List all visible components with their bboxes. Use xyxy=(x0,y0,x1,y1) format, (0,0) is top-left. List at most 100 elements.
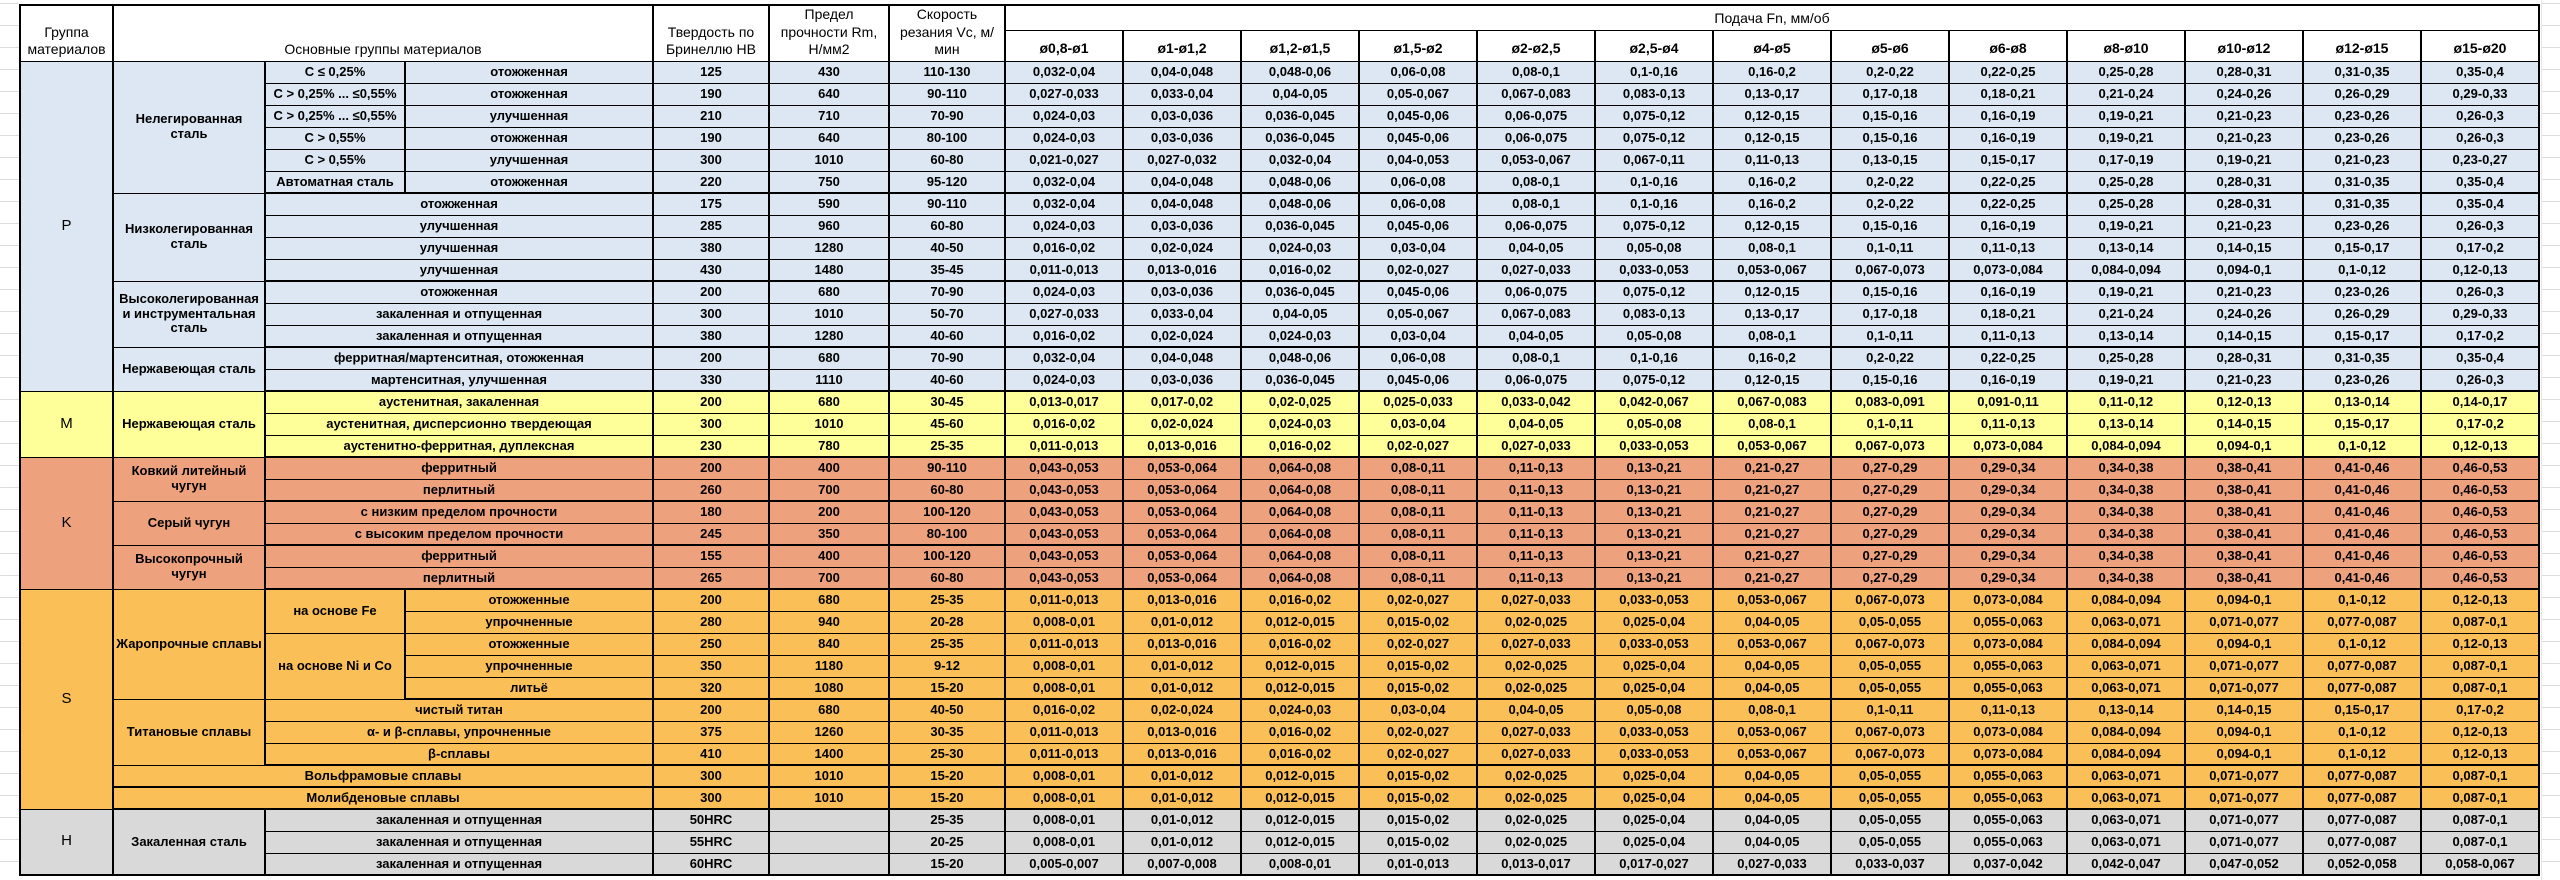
cell-feed-value[interactable]: 0,13-0,21 xyxy=(1594,544,1714,568)
cell-material-family[interactable]: Вольфрамовые сплавы xyxy=(112,764,654,788)
cell-feed-value[interactable]: 0,071-0,077 xyxy=(2184,654,2304,678)
cell-feed-value[interactable]: 0,02-0,027 xyxy=(1358,720,1478,744)
cell-cutting-speed[interactable]: 40-60 xyxy=(888,368,1006,392)
cell-feed-value[interactable]: 0,013-0,016 xyxy=(1122,258,1242,282)
cell-hardness-hb[interactable]: 250 xyxy=(652,632,770,656)
col-header-diameter[interactable]: ø15-ø20 xyxy=(2420,29,2540,62)
cell-feed-value[interactable]: 0,1-0,16 xyxy=(1594,192,1714,216)
cell-feed-value[interactable]: 0,19-0,21 xyxy=(2066,104,2186,128)
cell-feed-value[interactable]: 0,08-0,11 xyxy=(1358,478,1478,502)
cell-feed-value[interactable]: 0,024-0,03 xyxy=(1240,324,1360,348)
cell-hardness-hb[interactable]: 60HRC xyxy=(652,852,770,876)
cell-feed-value[interactable]: 0,01-0,013 xyxy=(1358,852,1478,876)
cell-feed-value[interactable]: 0,04-0,053 xyxy=(1358,148,1478,172)
cell-strength-rm[interactable]: 400 xyxy=(768,456,890,480)
cell-feed-value[interactable]: 0,13-0,21 xyxy=(1594,522,1714,546)
cell-feed-value[interactable]: 0,008-0,01 xyxy=(1004,654,1124,678)
cell-material-subtype[interactable]: ферритный xyxy=(264,456,654,480)
cell-feed-value[interactable]: 0,027-0,033 xyxy=(1004,302,1124,326)
cell-cutting-speed[interactable]: 70-90 xyxy=(888,280,1006,304)
cell-strength-rm[interactable]: 350 xyxy=(768,522,890,546)
cell-feed-value[interactable]: 0,04-0,05 xyxy=(1712,764,1832,788)
cell-feed-value[interactable]: 0,06-0,08 xyxy=(1358,60,1478,84)
col-header-diameter[interactable]: ø1,2-ø1,5 xyxy=(1240,29,1360,62)
cell-feed-value[interactable]: 0,012-0,015 xyxy=(1240,830,1360,854)
cell-feed-value[interactable]: 0,067-0,073 xyxy=(1830,258,1950,282)
cell-material-subtype[interactable]: улучшенная xyxy=(264,258,654,282)
cell-feed-value[interactable]: 0,26-0,29 xyxy=(2302,302,2422,326)
cell-feed-value[interactable]: 0,04-0,048 xyxy=(1122,346,1242,370)
cell-material-subtype[interactable]: перлитный xyxy=(264,566,654,590)
cell-feed-value[interactable]: 0,12-0,13 xyxy=(2420,720,2540,744)
cell-material-subtype[interactable]: ферритный xyxy=(264,544,654,568)
cell-material-state[interactable]: отожженная xyxy=(404,60,654,84)
cell-feed-value[interactable]: 0,008-0,01 xyxy=(1004,764,1124,788)
cell-feed-value[interactable]: 0,036-0,045 xyxy=(1240,126,1360,150)
cell-feed-value[interactable]: 0,41-0,46 xyxy=(2302,544,2422,568)
cell-material-subtype[interactable]: отожженная xyxy=(264,280,654,304)
cell-feed-value[interactable]: 0,12-0,13 xyxy=(2420,588,2540,612)
cell-feed-value[interactable]: 0,013-0,016 xyxy=(1122,720,1242,744)
cell-feed-value[interactable]: 0,02-0,024 xyxy=(1122,412,1242,436)
cell-feed-value[interactable]: 0,067-0,073 xyxy=(1830,632,1950,656)
cell-feed-value[interactable]: 0,1-0,12 xyxy=(2302,258,2422,282)
cell-feed-value[interactable]: 0,067-0,073 xyxy=(1830,588,1950,612)
cell-feed-value[interactable]: 0,14-0,17 xyxy=(2420,390,2540,414)
cell-feed-value[interactable]: 0,007-0,008 xyxy=(1122,852,1242,876)
cell-cutting-speed[interactable]: 60-80 xyxy=(888,148,1006,172)
cell-feed-value[interactable]: 0,042-0,067 xyxy=(1594,390,1714,414)
cell-feed-value[interactable]: 0,21-0,27 xyxy=(1712,456,1832,480)
cell-feed-value[interactable]: 0,053-0,067 xyxy=(1712,720,1832,744)
cell-feed-value[interactable]: 0,05-0,067 xyxy=(1358,82,1478,106)
cell-cutting-speed[interactable]: 15-20 xyxy=(888,764,1006,788)
cell-feed-value[interactable]: 0,012-0,015 xyxy=(1240,786,1360,810)
cell-feed-value[interactable]: 0,13-0,21 xyxy=(1594,478,1714,502)
cell-feed-value[interactable]: 0,41-0,46 xyxy=(2302,456,2422,480)
cell-feed-value[interactable]: 0,16-0,19 xyxy=(1948,126,2068,150)
cell-feed-value[interactable]: 0,015-0,02 xyxy=(1358,654,1478,678)
cell-feed-value[interactable]: 0,13-0,14 xyxy=(2066,698,2186,722)
cell-feed-value[interactable]: 0,14-0,15 xyxy=(2184,236,2304,260)
cell-feed-value[interactable]: 0,033-0,053 xyxy=(1594,588,1714,612)
cell-feed-value[interactable]: 0,08-0,11 xyxy=(1358,456,1478,480)
cell-strength-rm[interactable]: 640 xyxy=(768,126,890,150)
cell-feed-value[interactable]: 0,35-0,4 xyxy=(2420,192,2540,216)
cell-feed-value[interactable]: 0,071-0,077 xyxy=(2184,786,2304,810)
cell-feed-value[interactable]: 0,16-0,19 xyxy=(1948,104,2068,128)
cell-feed-value[interactable]: 0,008-0,01 xyxy=(1004,786,1124,810)
cell-cutting-speed[interactable]: 30-45 xyxy=(888,390,1006,414)
cell-material-subtype[interactable]: закаленная и отпущенная xyxy=(264,852,654,876)
col-header-hardness[interactable]: Твердость по Бринеллю HB xyxy=(652,4,770,62)
cell-feed-value[interactable]: 0,17-0,2 xyxy=(2420,412,2540,436)
cell-feed-value[interactable]: 0,043-0,053 xyxy=(1004,522,1124,546)
cell-feed-value[interactable]: 0,01-0,012 xyxy=(1122,654,1242,678)
cell-hardness-hb[interactable]: 190 xyxy=(652,126,770,150)
cell-feed-value[interactable]: 0,14-0,15 xyxy=(2184,412,2304,436)
cell-hardness-hb[interactable]: 175 xyxy=(652,192,770,216)
cell-feed-value[interactable]: 0,38-0,41 xyxy=(2184,522,2304,546)
cell-material-subtype[interactable]: аустенитная, дисперсионно твердеющая xyxy=(264,412,654,436)
cell-feed-value[interactable]: 0,012-0,015 xyxy=(1240,808,1360,832)
cell-feed-value[interactable]: 0,03-0,036 xyxy=(1122,214,1242,238)
cell-hardness-hb[interactable]: 200 xyxy=(652,390,770,414)
cell-strength-rm[interactable]: 1180 xyxy=(768,654,890,678)
cell-feed-value[interactable]: 0,063-0,071 xyxy=(2066,786,2186,810)
cell-feed-value[interactable]: 0,2-0,22 xyxy=(1830,346,1950,370)
cell-feed-value[interactable]: 0,04-0,05 xyxy=(1712,786,1832,810)
cell-feed-value[interactable]: 0,13-0,14 xyxy=(2066,236,2186,260)
cell-feed-value[interactable]: 0,34-0,38 xyxy=(2066,522,2186,546)
cell-feed-value[interactable]: 0,21-0,23 xyxy=(2184,368,2304,392)
cell-hardness-hb[interactable]: 50HRC xyxy=(652,808,770,832)
cell-feed-value[interactable]: 0,053-0,064 xyxy=(1122,478,1242,502)
cell-material-subtype[interactable]: чистый титан xyxy=(264,698,654,722)
cell-feed-value[interactable]: 0,015-0,02 xyxy=(1358,786,1478,810)
cell-feed-value[interactable]: 0,08-0,1 xyxy=(1712,324,1832,348)
cell-strength-rm[interactable]: 1010 xyxy=(768,786,890,810)
cell-feed-value[interactable]: 0,016-0,02 xyxy=(1004,236,1124,260)
col-header-diameter[interactable]: ø6-ø8 xyxy=(1948,29,2068,62)
cell-feed-value[interactable]: 0,21-0,23 xyxy=(2184,280,2304,304)
cell-feed-value[interactable]: 0,025-0,04 xyxy=(1594,808,1714,832)
cell-cutting-speed[interactable]: 15-20 xyxy=(888,852,1006,876)
cell-feed-value[interactable]: 0,29-0,34 xyxy=(1948,544,2068,568)
cell-feed-value[interactable]: 0,087-0,1 xyxy=(2420,610,2540,634)
